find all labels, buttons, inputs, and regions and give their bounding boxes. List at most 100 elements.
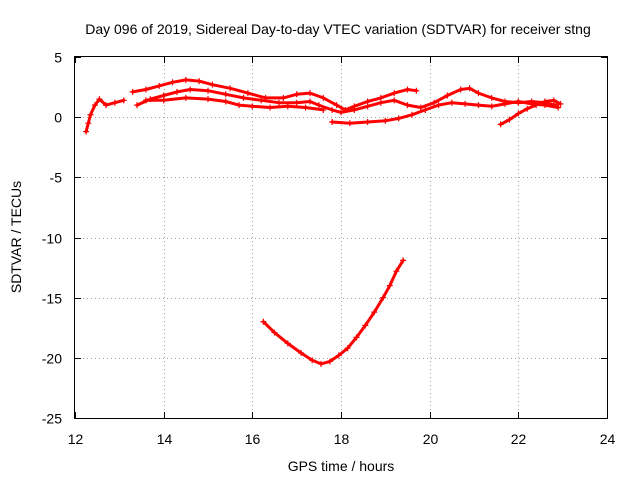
data-point	[555, 104, 562, 111]
data-point	[196, 78, 203, 85]
data-point	[244, 90, 251, 97]
data-point	[338, 109, 344, 116]
x-tick-label: 24	[600, 431, 616, 447]
data-point	[209, 81, 216, 88]
data-point	[422, 106, 429, 113]
data-point	[103, 102, 110, 109]
y-tick-label: -15	[42, 291, 62, 307]
x-axis-label: GPS time / hours	[288, 458, 395, 474]
data-point	[335, 352, 342, 359]
y-axis-label: SDTVAR / TECUs	[8, 181, 24, 293]
series-track-4	[142, 94, 327, 113]
data-point	[417, 104, 424, 111]
plot-area	[83, 76, 564, 367]
data-point	[346, 120, 353, 127]
data-point	[400, 257, 407, 264]
grid-layer	[75, 57, 607, 418]
data-point	[391, 97, 398, 104]
data-point	[87, 111, 94, 118]
data-point	[380, 294, 387, 301]
data-point	[173, 88, 180, 95]
data-point	[550, 97, 557, 104]
data-point	[362, 322, 369, 329]
chart-title: Day 096 of 2019, Sidereal Day-to-day VTE…	[85, 21, 591, 37]
data-point	[320, 94, 327, 101]
data-point	[557, 100, 564, 107]
data-point	[506, 116, 513, 123]
x-tick-label: 20	[423, 431, 439, 447]
data-point	[205, 87, 211, 94]
data-point	[391, 90, 398, 97]
data-point	[462, 100, 469, 107]
data-point	[541, 98, 548, 105]
data-point	[280, 94, 287, 101]
data-point	[240, 94, 247, 101]
x-tick-label: 12	[68, 431, 84, 447]
data-point	[393, 268, 400, 275]
data-point	[377, 99, 384, 106]
y-tick-label: 5	[54, 50, 62, 66]
data-point	[267, 104, 274, 111]
x-tick-label: 14	[157, 431, 173, 447]
data-point	[386, 282, 393, 289]
series-track-5	[329, 98, 562, 127]
data-point	[182, 94, 189, 101]
data-point	[258, 97, 265, 104]
data-point	[329, 118, 336, 125]
data-point	[515, 110, 522, 117]
y-tick-label: -20	[42, 351, 62, 367]
series-track-7	[260, 257, 407, 367]
data-point	[353, 334, 360, 341]
data-point	[395, 115, 402, 122]
data-point	[129, 88, 136, 95]
data-point	[371, 309, 378, 316]
series-track-1	[83, 96, 127, 135]
y-tick-label: 0	[54, 110, 62, 126]
data-point	[134, 102, 141, 109]
series-line	[135, 86, 558, 114]
data-point	[111, 99, 118, 106]
series-line	[131, 78, 418, 112]
data-point	[222, 91, 229, 98]
data-point	[488, 94, 495, 101]
data-point	[156, 82, 163, 89]
data-point	[222, 98, 229, 105]
data-point	[364, 118, 371, 125]
data-point	[236, 102, 243, 109]
data-point	[329, 106, 336, 113]
data-point	[364, 103, 371, 110]
data-point	[333, 102, 340, 109]
x-tick-label: 22	[511, 431, 527, 447]
data-point	[344, 345, 351, 352]
data-point	[96, 96, 103, 103]
data-point	[309, 357, 316, 364]
data-point	[404, 102, 411, 109]
data-point	[142, 86, 149, 93]
data-point	[284, 340, 291, 347]
x-tick-label: 18	[334, 431, 350, 447]
data-point	[326, 358, 333, 365]
data-point	[320, 106, 327, 113]
data-point	[284, 103, 291, 110]
data-point	[404, 86, 411, 93]
data-point	[275, 99, 282, 106]
data-point	[249, 103, 256, 110]
data-point	[524, 105, 531, 112]
series-line	[261, 258, 405, 366]
data-point	[515, 98, 522, 105]
data-point	[382, 117, 389, 124]
data-point	[169, 79, 176, 86]
y-tick-label: -5	[50, 170, 63, 186]
data-point	[413, 87, 420, 94]
data-point	[457, 86, 464, 93]
plot-frame	[74, 56, 608, 419]
data-point	[502, 100, 509, 107]
data-point	[227, 85, 234, 92]
data-point	[83, 128, 90, 135]
data-point	[260, 318, 267, 325]
data-point	[444, 92, 451, 99]
data-point	[302, 104, 309, 111]
data-point	[351, 106, 358, 113]
